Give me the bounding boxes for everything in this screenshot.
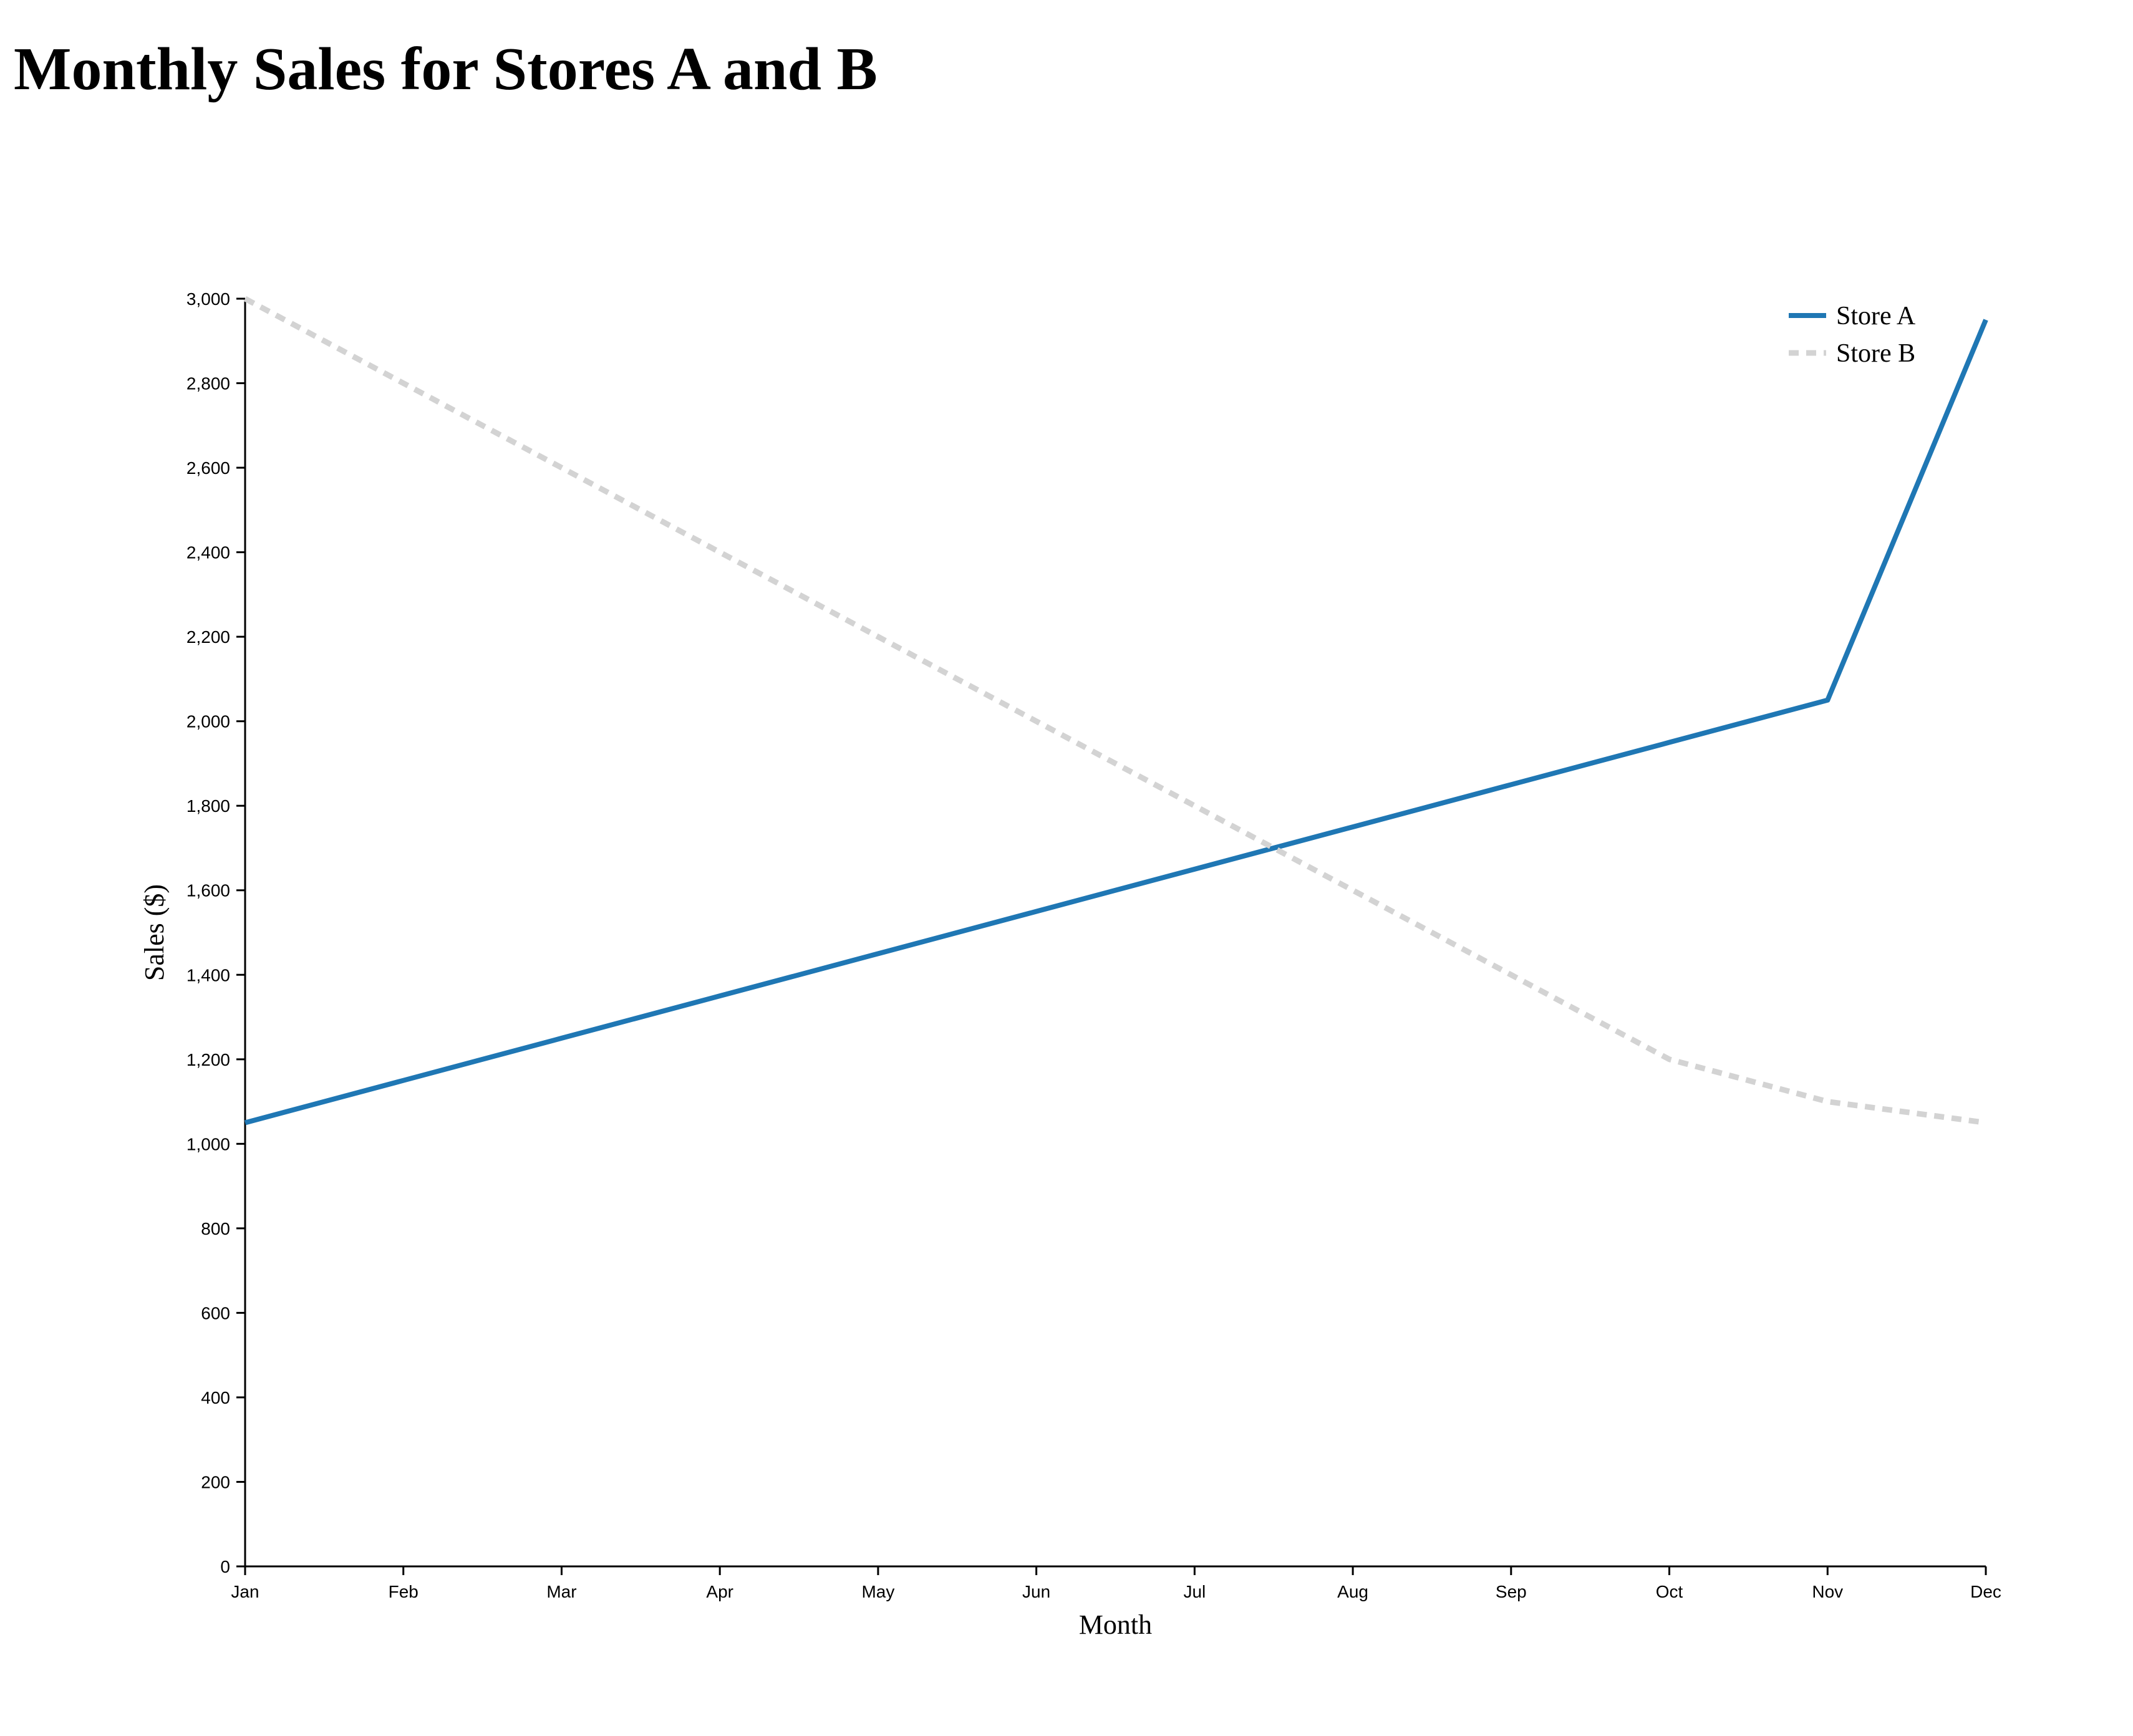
y-axis-title: Sales ($) xyxy=(139,884,170,981)
y-tick-label: 400 xyxy=(201,1388,230,1407)
x-tick-label: Dec xyxy=(1970,1582,2001,1601)
x-tick-label: May xyxy=(861,1582,894,1601)
y-tick-label: 1,400 xyxy=(186,965,230,985)
x-tick-label: Nov xyxy=(1812,1582,1843,1601)
y-tick-label: 3,000 xyxy=(186,289,230,309)
x-tick-label: Oct xyxy=(1656,1582,1683,1601)
y-tick-label: 2,600 xyxy=(186,458,230,478)
y-tick-label: 1,600 xyxy=(186,881,230,900)
x-tick-label: Apr xyxy=(706,1582,733,1601)
x-tick-label: Jul xyxy=(1183,1582,1206,1601)
x-tick-label: Sep xyxy=(1496,1582,1527,1601)
y-tick-label: 2,000 xyxy=(186,712,230,731)
series-lines xyxy=(243,296,1988,1126)
y-tick-label: 1,800 xyxy=(186,796,230,816)
x-tick-label: Feb xyxy=(389,1582,418,1601)
y-axis: 0 200 400 600 800 1,000 1,200 1,400 1,600 1,800 2,… xyxy=(186,289,246,1576)
y-tick-label: 800 xyxy=(201,1219,230,1238)
y-tick-label: 2,200 xyxy=(186,627,230,647)
y-tick-label: 2,800 xyxy=(186,374,230,393)
legend-label: Store B xyxy=(1836,339,1915,368)
y-tick-label: 1,000 xyxy=(186,1134,230,1154)
chart-title: Monthly Sales for Stores A and B xyxy=(14,36,878,103)
y-tick-label: 600 xyxy=(201,1303,230,1323)
y-tick-label: 2,400 xyxy=(186,543,230,562)
series-line-store-a xyxy=(244,319,1988,1126)
x-tick-label: Mar xyxy=(546,1582,576,1601)
legend-label: Store A xyxy=(1836,302,1916,330)
legend: Store A Store B xyxy=(1789,302,1916,368)
y-tick-label: 200 xyxy=(201,1472,230,1492)
series-line-store-b xyxy=(243,296,1986,1126)
x-axis: Jan Feb Mar Apr May Jun Jul Aug Sep Oct Nov Dec xyxy=(231,1565,2001,1601)
x-tick-label: Aug xyxy=(1337,1582,1368,1601)
y-tick-label: 0 xyxy=(220,1557,230,1576)
x-tick-label: Jun xyxy=(1022,1582,1050,1601)
x-tick-label: Jan xyxy=(231,1582,259,1601)
y-tick-label: 1,200 xyxy=(186,1050,230,1069)
x-axis-title: Month xyxy=(1079,1609,1152,1640)
